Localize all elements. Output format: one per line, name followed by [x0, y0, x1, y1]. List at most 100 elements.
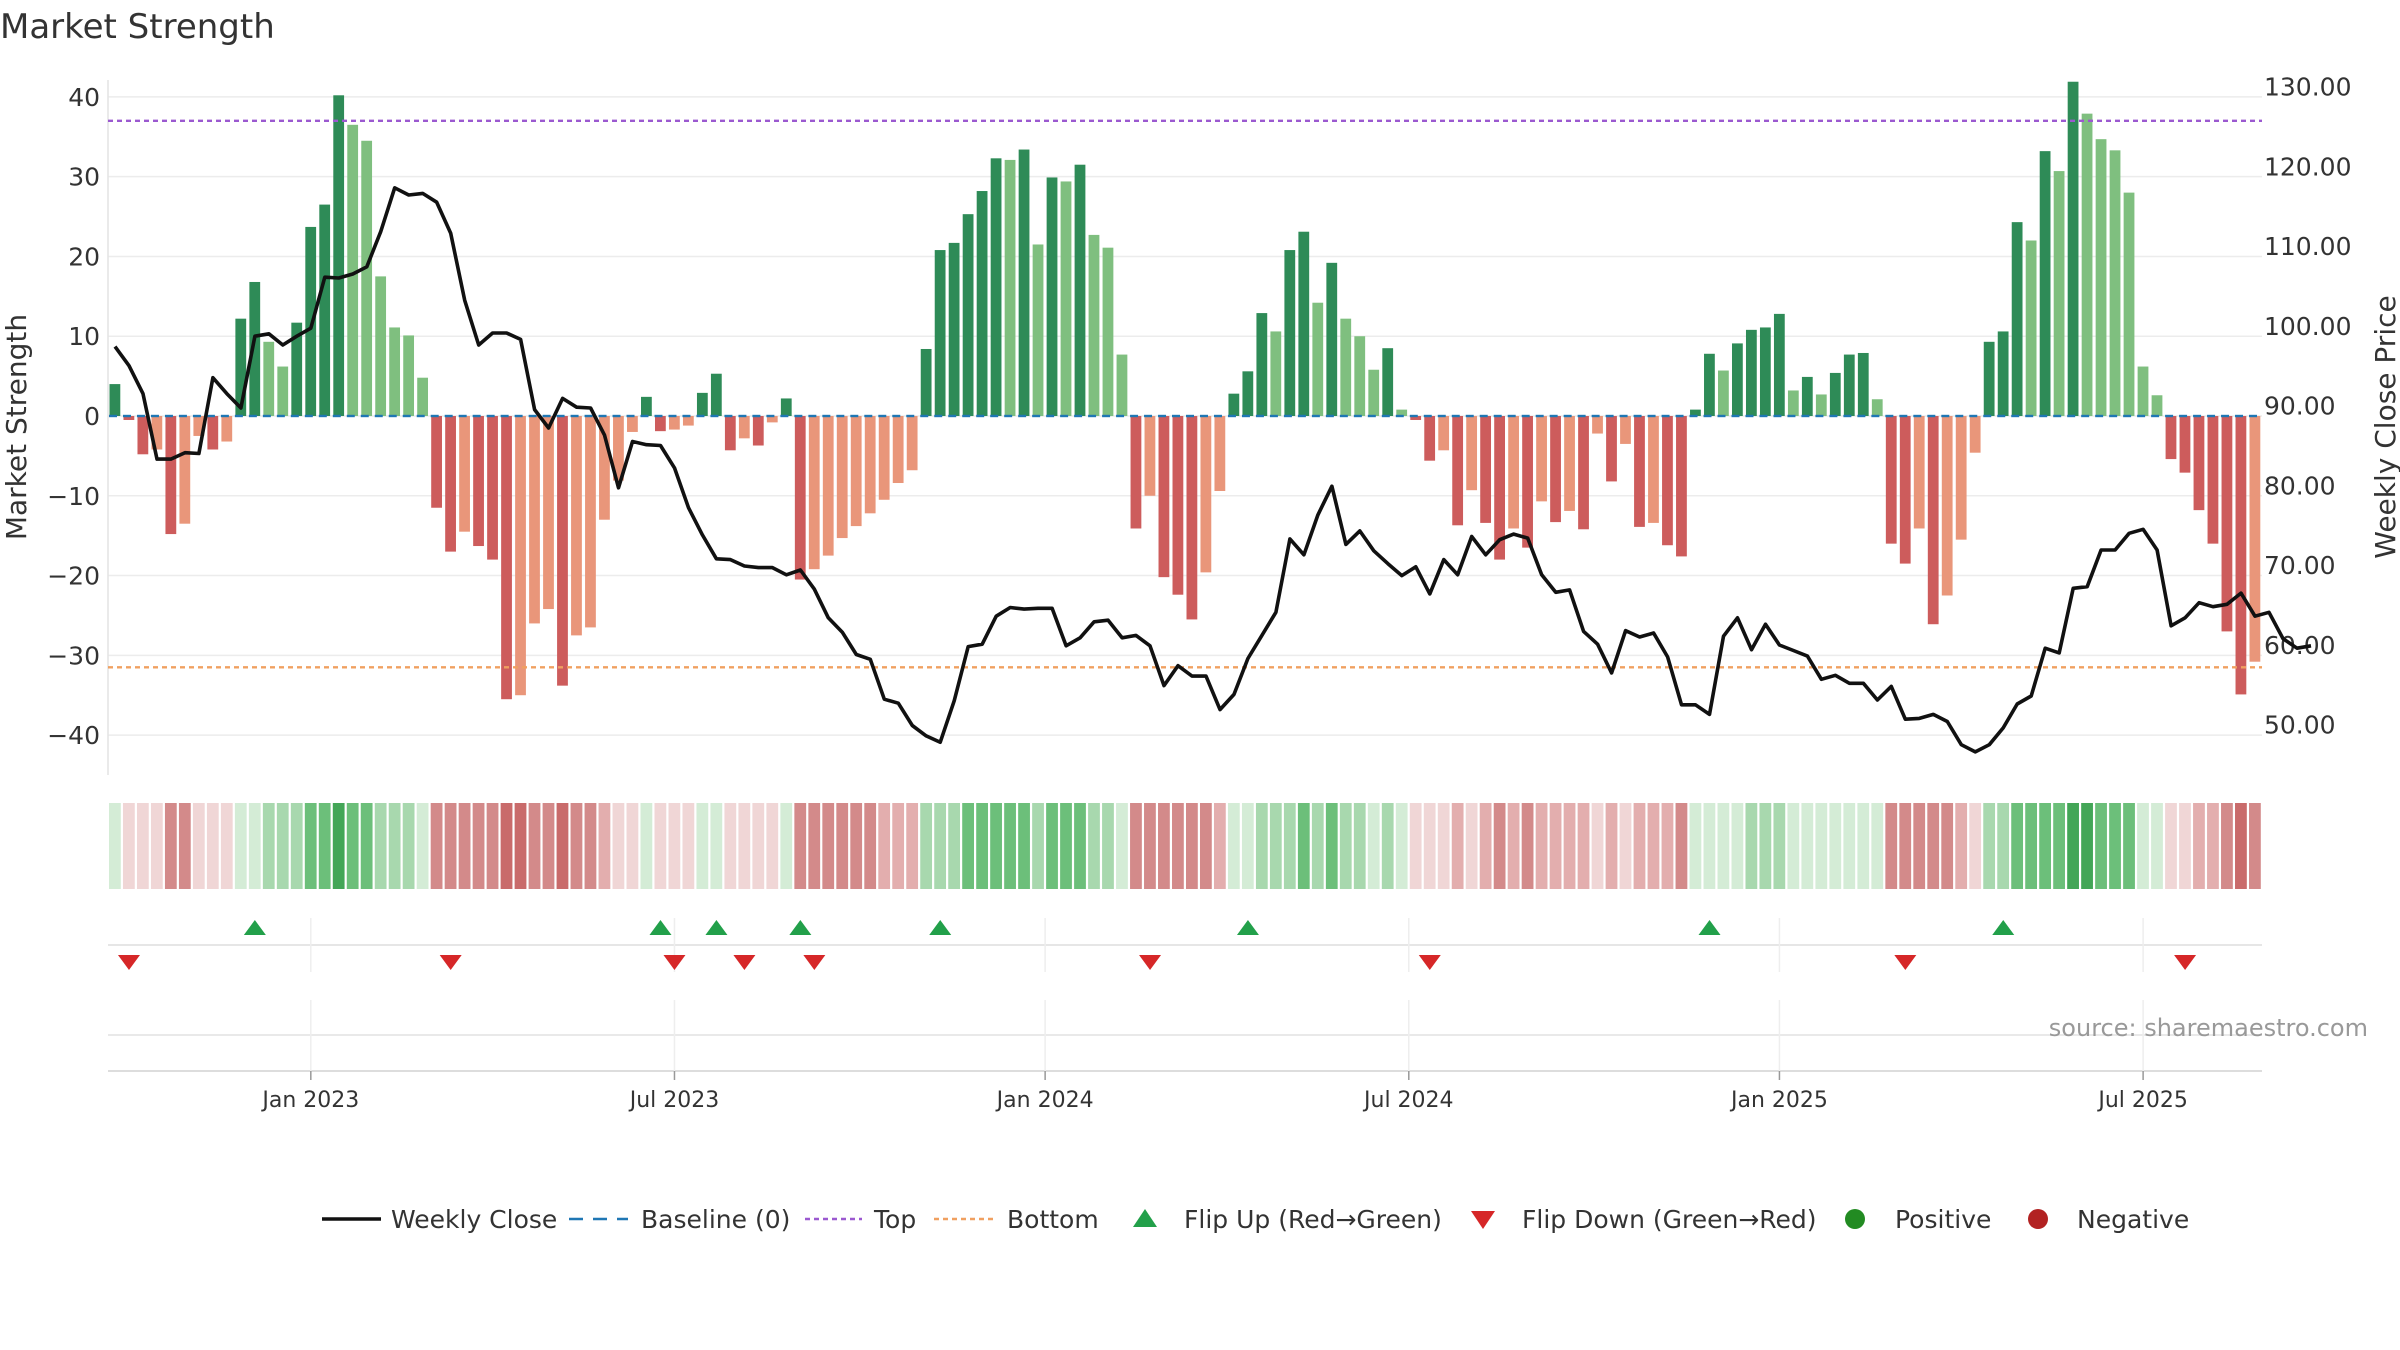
- heat-cell: [178, 803, 191, 889]
- heat-cell: [1283, 803, 1296, 889]
- legend-label: Bottom: [1007, 1205, 1099, 1234]
- heat-cell: [374, 803, 387, 889]
- positive-bar: [1773, 313, 1785, 416]
- heat-cell: [1941, 803, 1954, 889]
- negative-bar: [1955, 416, 1967, 540]
- positive-bar: [780, 398, 792, 416]
- x-tick-label: Jan 2025: [1729, 1088, 1828, 1113]
- negative-bar: [1913, 416, 1925, 529]
- negative-bar: [2235, 416, 2247, 695]
- negative-bar: [808, 416, 820, 570]
- negative-bar: [1508, 416, 1519, 529]
- flip-down-marker: [1894, 955, 1917, 970]
- heat-cell: [514, 803, 527, 889]
- positive-bar: [417, 377, 429, 416]
- positive-bar: [305, 226, 317, 416]
- heat-cell: [2151, 803, 2163, 889]
- heat-cell: [1186, 803, 1198, 889]
- negative-bar: [123, 416, 135, 420]
- heat-cell: [1507, 803, 1520, 889]
- positive-bar: [2109, 150, 2121, 416]
- heat-cell: [1913, 803, 1926, 889]
- positive-bar: [962, 214, 974, 416]
- flip-panel: [108, 918, 2262, 972]
- heat-cell: [1130, 803, 1142, 889]
- negative-bar: [850, 416, 862, 527]
- left-tick-label: −10: [47, 482, 100, 511]
- heat-cell: [962, 803, 974, 889]
- positive-bar: [1228, 393, 1240, 416]
- heat-cell: [2249, 803, 2261, 889]
- negative-bar: [1522, 416, 1533, 548]
- negative-bar: [1536, 416, 1547, 502]
- positive-bar: [1704, 353, 1715, 416]
- heat-cell: [1829, 803, 1842, 889]
- heat-cell: [2207, 803, 2219, 889]
- right-axis: 130.00 120.00 110.00 100.00 90.00 80.00 70.00 6…: [2264, 73, 2351, 740]
- flip-down-marker: [117, 955, 140, 970]
- x-tick-label: Jan 2024: [995, 1088, 1094, 1113]
- negative-bar: [1606, 416, 1617, 482]
- heat-cell: [2165, 803, 2177, 889]
- positive-bar: [1718, 370, 1729, 416]
- positive-bar: [375, 276, 387, 416]
- heat-cell: [150, 803, 163, 889]
- negative-bar: [1550, 416, 1561, 523]
- negative-bar: [682, 416, 694, 426]
- heat-cell: [1018, 803, 1030, 889]
- positive-bar: [1354, 336, 1366, 416]
- heat-cell: [304, 803, 317, 889]
- heat-cell: [1787, 803, 1800, 889]
- positive-bar: [1060, 181, 1072, 416]
- negative-bar: [1214, 416, 1226, 491]
- heat-cell: [2109, 803, 2121, 889]
- heat-cell: [1409, 803, 1422, 889]
- negative-bar: [1899, 416, 1911, 564]
- heat-cell: [1353, 803, 1366, 889]
- heat-cell: [1745, 803, 1758, 889]
- positive-bar: [1843, 354, 1855, 416]
- positive-bar: [2067, 81, 2079, 416]
- heat-cell: [2053, 803, 2065, 889]
- heat-cell: [500, 803, 513, 889]
- heat-cell: [570, 803, 583, 889]
- heat-cell: [906, 803, 919, 889]
- flip-down-marker: [663, 955, 686, 970]
- heat-cell: [472, 803, 485, 889]
- negative-bar: [724, 416, 736, 451]
- heat-cell: [276, 803, 289, 889]
- heat-cell: [1423, 803, 1436, 889]
- heat-cell: [430, 803, 443, 889]
- positive-bar: [1018, 149, 1030, 416]
- heat-cell: [2067, 803, 2079, 889]
- positive-bar: [1801, 376, 1813, 416]
- legend-flip-up-swatch: [1133, 1209, 1157, 1227]
- positive-bar: [1759, 327, 1771, 416]
- x-tick-label: Jul 2023: [628, 1088, 720, 1113]
- positive-bar: [2095, 139, 2107, 416]
- flip-up-marker: [1698, 920, 1721, 935]
- heat-cell: [2221, 803, 2233, 889]
- heat-cell: [1311, 803, 1324, 889]
- right-tick-label: 80.00: [2264, 471, 2336, 500]
- positive-bar: [948, 242, 960, 416]
- positive-bar: [2123, 192, 2135, 416]
- legend-flip-down-swatch: [1471, 1211, 1495, 1229]
- flip-up-marker: [1236, 920, 1259, 935]
- heat-cell: [598, 803, 611, 889]
- heat-cell: [109, 803, 121, 889]
- negative-bar: [193, 416, 205, 436]
- right-tick-label: 100.00: [2264, 312, 2351, 341]
- heat-cell: [1144, 803, 1156, 889]
- legend-negative-swatch: [2028, 1209, 2048, 1229]
- heat-cell: [444, 803, 457, 889]
- negative-bar: [906, 416, 918, 471]
- heat-cell: [1983, 803, 1996, 889]
- flip-up-marker: [243, 920, 266, 935]
- left-tick-label: −20: [47, 562, 100, 591]
- negative-bar: [2207, 416, 2219, 544]
- x-tick-label: Jul 2025: [2096, 1088, 2188, 1113]
- right-axis-label: Weekly Close Price: [2369, 295, 2400, 558]
- x-axis: Jan 2023 Jul 2023 Jan 2024 Jul 2024 Jan 2025…: [260, 1071, 2188, 1113]
